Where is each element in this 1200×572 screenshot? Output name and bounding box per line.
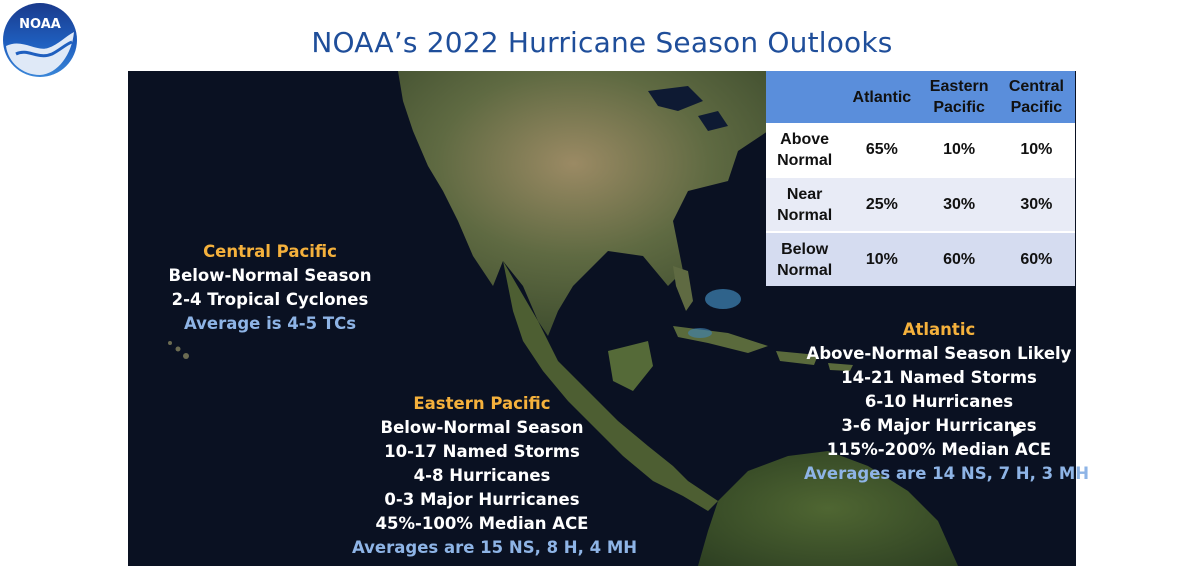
- eastern-pacific-line: 0-3 Major Hurricanes: [384, 490, 580, 509]
- eastern-pacific-line: 45%-100% Median ACE: [375, 514, 589, 533]
- atlantic-line: Above-Normal Season Likely: [806, 344, 1072, 363]
- atlantic-line: 6-10 Hurricanes: [864, 392, 1014, 411]
- table-cell: 10%: [843, 232, 921, 286]
- table-cell: 25%: [843, 177, 921, 233]
- table-row: Above Normal 65% 10% 10%: [766, 123, 1075, 178]
- central-pacific-block: Central Pacific Below-Normal Season 2-4 …: [160, 240, 380, 336]
- table-header-atlantic: Atlantic: [843, 71, 921, 123]
- eastern-pacific-title: Eastern Pacific: [413, 394, 551, 413]
- table-header-row: Atlantic Eastern Pacific Central Pacific: [766, 71, 1075, 123]
- table-cell: 60%: [997, 232, 1075, 286]
- table-cell: 10%: [920, 123, 998, 178]
- eastern-pacific-average: Averages are 15 NS, 8 H, 4 MH: [352, 538, 638, 557]
- row-label: Near Normal: [766, 177, 844, 233]
- atlantic-title: Atlantic: [902, 320, 976, 339]
- table-header-central-pacific: Central Pacific: [997, 71, 1075, 123]
- atlantic-line: 3-6 Major Hurricanes: [841, 416, 1037, 435]
- atlantic-line: 115%-200% Median ACE: [826, 440, 1052, 459]
- eastern-pacific-line: 4-8 Hurricanes: [413, 466, 551, 485]
- table-row: Near Normal 25% 30% 30%: [766, 177, 1075, 233]
- eastern-pacific-block: Eastern Pacific Below-Normal Season 10-1…: [352, 392, 638, 560]
- table-cell: 10%: [997, 123, 1075, 178]
- central-pacific-line: 2-4 Tropical Cyclones: [171, 290, 369, 309]
- table-header-eastern-pacific: Eastern Pacific: [920, 71, 998, 123]
- eastern-pacific-line: Below-Normal Season: [380, 418, 584, 437]
- atlantic-line: 14-21 Named Storms: [841, 368, 1037, 387]
- table-header-corner: [766, 71, 844, 123]
- page-title: NOAA’s 2022 Hurricane Season Outlooks: [311, 26, 893, 59]
- table-cell: 60%: [920, 232, 998, 286]
- row-label: Above Normal: [766, 123, 844, 178]
- table-cell: 30%: [997, 177, 1075, 233]
- central-pacific-line: Below-Normal Season: [168, 266, 372, 285]
- central-pacific-average: Average is 4-5 TCs: [183, 314, 357, 333]
- table-cell: 65%: [843, 123, 921, 178]
- outlook-table: Atlantic Eastern Pacific Central Pacific…: [766, 71, 1075, 286]
- table-cell: 30%: [920, 177, 998, 233]
- eastern-pacific-line: 10-17 Named Storms: [384, 442, 580, 461]
- noaa-logo-icon: NOAA: [2, 2, 78, 78]
- atlantic-block: Atlantic Above-Normal Season Likely 14-2…: [804, 318, 1090, 486]
- row-label: Below Normal: [766, 232, 844, 286]
- satellite-map: [128, 71, 1076, 566]
- central-pacific-title: Central Pacific: [203, 242, 337, 261]
- table-row: Below Normal 10% 60% 60%: [766, 232, 1075, 286]
- atlantic-average: Averages are 14 NS, 7 H, 3 MH: [804, 464, 1090, 483]
- logo-text: NOAA: [19, 17, 61, 32]
